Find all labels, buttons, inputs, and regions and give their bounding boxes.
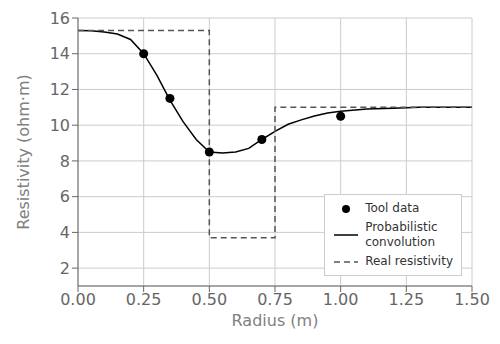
svg-text:12: 12	[50, 80, 70, 99]
svg-text:1.25: 1.25	[389, 290, 425, 309]
svg-text:Radius (m): Radius (m)	[232, 311, 319, 330]
svg-text:4: 4	[60, 223, 70, 242]
html-text:Real resistivity: Real resistivity	[365, 254, 453, 268]
html-text:convolution: convolution	[365, 235, 436, 249]
svg-text:8: 8	[60, 152, 70, 171]
svg-text:1.50: 1.50	[454, 290, 490, 309]
svg-text:1.00: 1.00	[323, 290, 359, 309]
svg-text:16: 16	[50, 9, 70, 28]
svg-text:0.25: 0.25	[126, 290, 162, 309]
svg-text:0.00: 0.00	[60, 290, 96, 309]
svg-text:14: 14	[50, 44, 70, 63]
svg-text:0.50: 0.50	[192, 290, 228, 309]
svg-text:0.75: 0.75	[257, 290, 293, 309]
svg-text:2: 2	[60, 259, 70, 278]
svg-text:Resistivity (ohm·m): Resistivity (ohm·m)	[14, 74, 33, 230]
html-text:Tool data: Tool data	[365, 201, 420, 215]
svg-text:10: 10	[50, 116, 70, 135]
html-text:Probabilistic: Probabilistic	[365, 220, 438, 234]
svg-text:6: 6	[60, 187, 70, 206]
